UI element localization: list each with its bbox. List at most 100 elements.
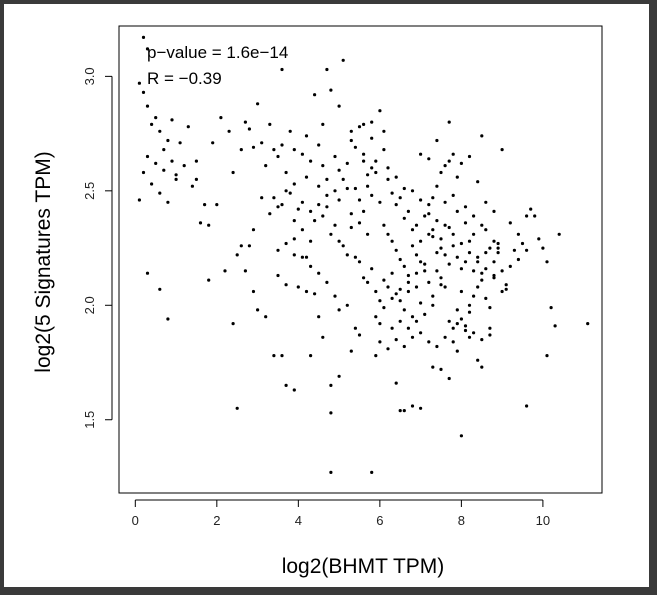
data-point: [382, 223, 386, 227]
data-point: [284, 283, 288, 287]
data-point: [443, 223, 447, 227]
data-point: [353, 255, 357, 259]
data-point: [370, 470, 374, 474]
data-point: [300, 200, 304, 204]
y-axis-title: log2(5 Signatures TPM): [32, 151, 55, 372]
data-point: [398, 257, 402, 262]
data-point: [349, 212, 353, 216]
data-point: [292, 182, 296, 186]
data-point: [194, 159, 198, 163]
data-point: [512, 248, 517, 252]
data-point: [366, 173, 370, 177]
data-point: [537, 237, 541, 241]
data-point: [141, 35, 146, 40]
data-point: [280, 143, 284, 147]
data-point: [317, 315, 321, 319]
data-point: [455, 308, 459, 312]
x-axis-title: log2(BHMT TPM): [282, 555, 445, 578]
data-point: [366, 280, 370, 284]
data-point: [296, 207, 300, 211]
data-point: [431, 365, 435, 369]
data-point: [492, 239, 496, 243]
data-point: [398, 196, 402, 200]
data-point: [357, 125, 362, 129]
data-point: [341, 58, 345, 62]
data-point: [292, 219, 296, 223]
data-point: [239, 148, 243, 152]
data-point: [280, 67, 284, 72]
data-point: [231, 170, 235, 175]
data-point: [447, 376, 451, 381]
data-point: [260, 141, 264, 145]
data-point: [427, 232, 431, 236]
data-point: [455, 175, 459, 179]
data-point: [284, 189, 288, 193]
data-point: [496, 241, 500, 246]
data-point: [520, 241, 525, 246]
data-point: [459, 267, 463, 271]
data-points: [137, 35, 590, 474]
data-point: [329, 383, 333, 387]
data-point: [321, 335, 325, 339]
data-point: [386, 166, 390, 170]
data-point: [357, 221, 362, 225]
data-point: [439, 283, 443, 287]
data-point: [333, 189, 337, 193]
data-point: [215, 203, 219, 207]
data-point: [313, 93, 317, 97]
data-point: [378, 340, 382, 344]
data-point: [402, 216, 406, 220]
data-point: [362, 122, 366, 126]
data-point: [492, 209, 496, 213]
data-point: [272, 148, 276, 152]
data-point: [427, 203, 431, 207]
data-point: [231, 322, 235, 326]
data-point: [435, 138, 439, 143]
data-point: [414, 271, 419, 275]
data-point: [394, 175, 398, 179]
data-point: [467, 310, 472, 314]
data-point: [280, 203, 284, 207]
data-point: [329, 411, 333, 415]
data-point: [382, 278, 386, 282]
data-point: [386, 177, 390, 181]
data-point: [439, 237, 443, 241]
data-point: [402, 264, 406, 268]
data-point: [174, 177, 178, 181]
data-point: [345, 186, 349, 191]
data-point: [251, 289, 256, 294]
x-tick-label: 6: [376, 513, 383, 528]
data-point: [276, 154, 280, 159]
data-point: [174, 173, 178, 177]
data-point: [276, 273, 280, 278]
data-point: [158, 191, 162, 195]
y-tick-label: 2.0: [82, 296, 97, 314]
data-point: [476, 255, 480, 259]
data-point: [235, 253, 239, 257]
data-point: [260, 196, 264, 200]
data-point: [496, 251, 500, 255]
data-point: [374, 159, 378, 163]
data-point: [406, 280, 410, 284]
data-point: [525, 214, 529, 218]
data-point: [325, 280, 329, 284]
data-point: [435, 184, 439, 188]
data-point: [451, 244, 455, 248]
data-point: [382, 306, 386, 310]
data-point: [459, 434, 463, 438]
data-point: [484, 228, 488, 232]
data-point: [472, 331, 476, 335]
data-point: [435, 344, 439, 349]
data-point: [480, 271, 484, 275]
data-point: [353, 186, 357, 191]
data-point: [394, 338, 398, 342]
data-point: [508, 264, 512, 268]
data-point: [443, 335, 447, 339]
data-point: [410, 404, 415, 408]
data-point: [207, 278, 211, 282]
data-point: [541, 246, 545, 250]
data-point: [337, 198, 341, 202]
data-point: [439, 170, 443, 175]
data-point: [394, 381, 398, 385]
data-point: [488, 306, 492, 310]
